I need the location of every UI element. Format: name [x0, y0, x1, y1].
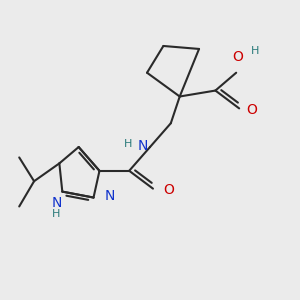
Text: O: O	[164, 183, 174, 197]
Text: O: O	[232, 50, 243, 64]
Text: H: H	[124, 139, 132, 149]
Text: H: H	[52, 209, 61, 219]
Text: O: O	[247, 103, 257, 117]
Text: N: N	[105, 189, 115, 203]
Text: N: N	[137, 139, 148, 152]
Text: N: N	[51, 196, 62, 210]
Text: H: H	[251, 46, 260, 56]
